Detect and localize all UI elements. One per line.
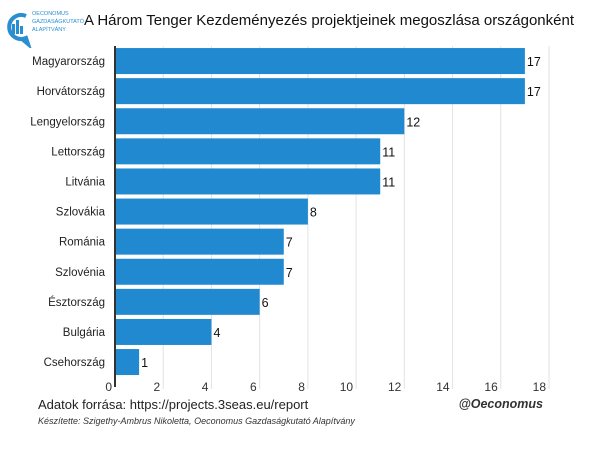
social-handle: @Oeconomus [458, 397, 543, 411]
logo-text-1: OECONOMUS [32, 11, 69, 17]
data-label: 6 [262, 296, 269, 310]
bar [115, 138, 381, 165]
y-tick-label: Lengyelország [30, 116, 105, 128]
y-tick-label: Csehország [44, 357, 105, 369]
x-tick-label: 14 [436, 380, 450, 394]
x-tick-label: 18 [533, 380, 547, 394]
x-tick-label: 12 [388, 380, 402, 394]
data-label: 8 [310, 206, 317, 220]
bar [115, 168, 381, 195]
data-label: 17 [527, 85, 541, 99]
oeconomus-logo: OECONOMUS GAZDASÁGKUTATÓ ALAPÍTVÁNY [4, 8, 85, 51]
bar [115, 349, 140, 376]
logo-icon [7, 13, 33, 51]
data-label: 17 [527, 55, 541, 69]
y-tick-label: Magyarország [32, 56, 105, 68]
y-tick-label: Szlovénia [55, 267, 105, 279]
data-label: 12 [406, 115, 420, 129]
y-tick-label: Románia [59, 237, 106, 249]
y-tick-label: Horvátország [37, 86, 105, 98]
y-tick-label: Lettország [51, 146, 105, 158]
bar [115, 108, 405, 135]
x-tick-label: 6 [250, 380, 257, 394]
bar [115, 318, 212, 345]
bar [115, 228, 284, 255]
data-label: 7 [286, 266, 293, 280]
x-tick-label: 4 [202, 380, 209, 394]
data-label: 11 [382, 145, 395, 159]
x-tick-label: 10 [340, 380, 354, 394]
bar [115, 288, 260, 315]
x-tick-label: 16 [484, 380, 498, 394]
data-label: 1 [141, 356, 148, 370]
data-source: Adatok forrása: https://projects.3seas.e… [38, 397, 309, 412]
credit-line: Készítette: Szigethy-Ambrus Nikoletta, O… [38, 416, 355, 426]
bar [115, 78, 525, 105]
y-tick-label: Észtország [48, 296, 105, 309]
x-tick-label: 8 [298, 380, 305, 394]
x-tick-label: 0 [105, 380, 112, 394]
x-tick-label: 2 [154, 380, 161, 394]
data-label: 7 [286, 236, 293, 250]
bar [115, 198, 308, 225]
y-tick-label: Szlovákia [56, 207, 106, 219]
data-label: 11 [382, 175, 395, 189]
y-tick-label: Litvánia [65, 176, 105, 188]
data-label: 4 [213, 326, 220, 340]
bar [115, 48, 525, 75]
logo-text-2: GAZDASÁGKUTATÓ [32, 19, 85, 25]
logo-text-3: ALAPÍTVÁNY [32, 27, 66, 33]
bar [115, 258, 284, 285]
y-tick-label: Bulgária [63, 327, 106, 339]
chart-title: A Három Tenger Kezdeményezés projektjein… [84, 12, 574, 29]
